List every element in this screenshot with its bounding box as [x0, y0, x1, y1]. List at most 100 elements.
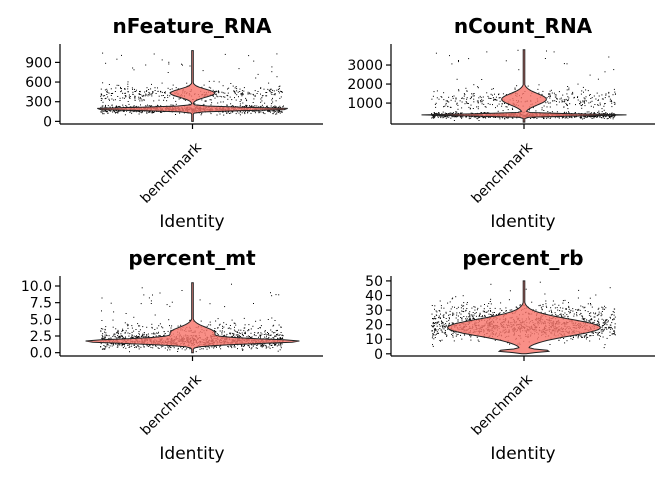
- data-point: [106, 335, 108, 337]
- data-point: [503, 312, 505, 313]
- data-point: [227, 92, 229, 94]
- data-point: [459, 312, 461, 314]
- data-point: [584, 116, 586, 118]
- data-point: [153, 100, 155, 102]
- data-point: [125, 332, 126, 334]
- data-point: [129, 98, 131, 99]
- data-point: [203, 84, 205, 86]
- data-point: [558, 91, 560, 93]
- data-point: [601, 113, 603, 115]
- data-point: [598, 112, 600, 114]
- data-point: [600, 329, 602, 331]
- data-point: [140, 94, 142, 95]
- data-point: [551, 311, 552, 313]
- data-point: [236, 90, 238, 92]
- data-point: [150, 300, 152, 302]
- data-point: [231, 283, 232, 285]
- data-point: [166, 100, 168, 102]
- data-point: [587, 90, 589, 92]
- data-point: [575, 116, 577, 117]
- data-point: [499, 312, 501, 314]
- data-point: [125, 313, 127, 314]
- data-point: [256, 93, 258, 94]
- data-point: [477, 106, 479, 108]
- data-point: [115, 328, 117, 330]
- data-point: [566, 63, 568, 65]
- data-point: [456, 116, 458, 118]
- data-point: [460, 112, 461, 114]
- data-point: [432, 325, 434, 327]
- data-point: [104, 347, 106, 349]
- data-point: [470, 314, 472, 316]
- data-point: [557, 315, 559, 317]
- data-point: [525, 288, 527, 290]
- data-point: [493, 116, 495, 118]
- data-point: [614, 93, 616, 95]
- data-point: [570, 311, 571, 313]
- data-point: [134, 347, 136, 348]
- data-point: [141, 335, 143, 337]
- data-point: [535, 110, 537, 112]
- data-point: [278, 294, 280, 296]
- data-point: [181, 63, 182, 65]
- data-point: [445, 331, 446, 333]
- data-point: [497, 110, 499, 112]
- data-point: [540, 311, 542, 313]
- data-point: [144, 95, 146, 97]
- data-point: [496, 99, 498, 101]
- data-point: [157, 104, 158, 106]
- data-point: [101, 98, 103, 100]
- data-point: [121, 90, 122, 92]
- data-point: [450, 112, 452, 114]
- data-point: [455, 111, 457, 113]
- data-point: [246, 106, 247, 107]
- data-point: [208, 324, 210, 326]
- data-point: [561, 101, 563, 103]
- data-point: [254, 332, 256, 334]
- data-point: [272, 106, 274, 108]
- data-point: [183, 112, 185, 114]
- data-point: [498, 94, 499, 96]
- data-point: [465, 101, 467, 103]
- data-point: [528, 109, 530, 111]
- data-point: [590, 116, 592, 118]
- data-point: [170, 327, 172, 329]
- data-point: [490, 98, 492, 99]
- data-point: [141, 334, 143, 336]
- data-point: [470, 117, 472, 119]
- data-point: [121, 88, 122, 90]
- data-point: [112, 106, 114, 108]
- data-point: [127, 88, 129, 90]
- data-point: [477, 339, 479, 341]
- data-point: [591, 100, 593, 102]
- data-point: [171, 88, 173, 90]
- data-point: [603, 113, 604, 115]
- data-point: [489, 116, 491, 118]
- data-point: [138, 93, 140, 95]
- data-point: [152, 347, 154, 349]
- data-point: [239, 91, 241, 92]
- data-point: [577, 96, 579, 98]
- data-point: [218, 81, 220, 83]
- data-point: [581, 107, 583, 109]
- data-point: [274, 332, 276, 334]
- data-point: [110, 88, 112, 90]
- data-point: [241, 332, 243, 334]
- data-point: [244, 106, 245, 108]
- data-point: [210, 87, 212, 89]
- data-point: [258, 343, 260, 345]
- data-point: [441, 96, 443, 98]
- data-point: [243, 345, 245, 347]
- data-point: [104, 89, 106, 91]
- data-point: [154, 314, 156, 316]
- data-point: [588, 102, 590, 104]
- data-point: [224, 334, 225, 336]
- data-point: [614, 102, 616, 104]
- data-point: [442, 321, 443, 323]
- data-point: [224, 53, 226, 55]
- data-point: [612, 116, 614, 118]
- data-point: [235, 324, 237, 326]
- data-point: [278, 324, 280, 326]
- data-point: [561, 117, 563, 119]
- data-point: [260, 345, 262, 347]
